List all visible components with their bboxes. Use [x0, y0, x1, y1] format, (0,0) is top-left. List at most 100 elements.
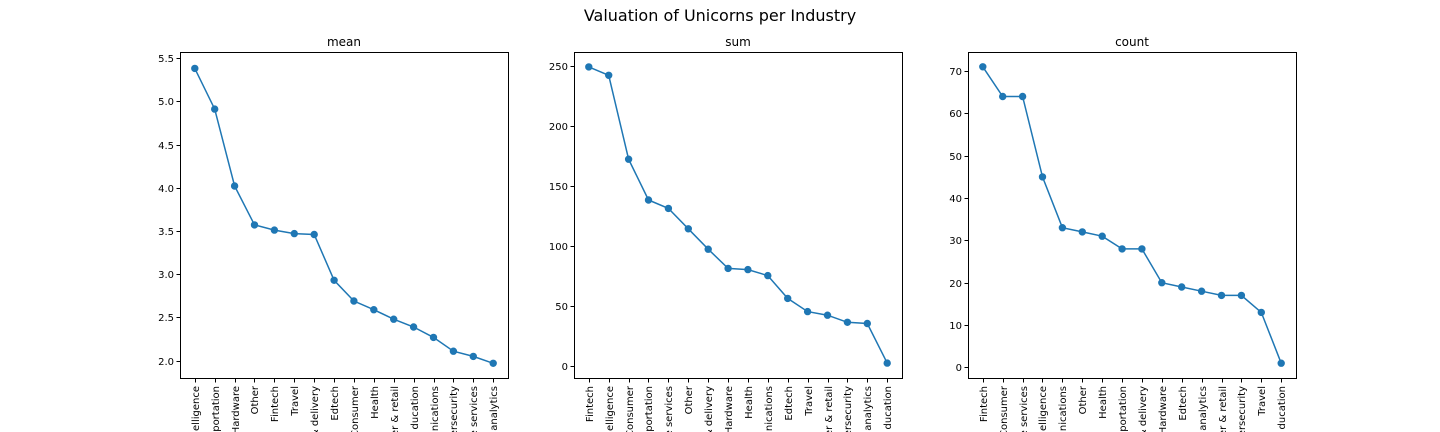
- data-point: [664, 204, 673, 213]
- axes-frame: [574, 52, 903, 379]
- data-point: [1098, 232, 1106, 240]
- data-point: [1178, 283, 1186, 291]
- axes-frame: [968, 52, 1297, 379]
- y-tick-label: 150: [549, 182, 568, 193]
- series-line: [588, 66, 888, 364]
- figure-title: Valuation of Unicorns per Industry: [584, 6, 856, 25]
- data-point: [429, 333, 438, 342]
- data-point: [1058, 224, 1067, 232]
- data-point: [823, 311, 832, 319]
- y-tick-label: 3.0: [158, 270, 174, 281]
- x-tick-label: & delivery: [310, 386, 321, 432]
- y-tick-label: 2.0: [158, 357, 174, 368]
- x-tick-label: elligence: [605, 386, 616, 431]
- y-tick-label: 0: [562, 362, 568, 373]
- data-point: [605, 71, 613, 80]
- data-point: [1078, 228, 1087, 236]
- y-tick-label: 50: [555, 302, 568, 313]
- data-point: [764, 271, 772, 280]
- data-point: [390, 315, 398, 323]
- panel-count: count 0 10 20 30 40 50 60 70 Fintech Consumer e ser…: [949, 35, 1297, 432]
- data-point: [803, 307, 812, 316]
- data-point: [409, 323, 418, 331]
- x-tick-label: e services: [1019, 386, 1030, 432]
- x-tick-label: nications: [430, 386, 441, 431]
- y-tick-label: 30: [949, 236, 962, 247]
- y-tick-label: 250: [549, 62, 568, 73]
- y-tick-label: 4.0: [158, 184, 174, 195]
- data-point: [489, 359, 497, 367]
- data-point: [684, 225, 692, 233]
- x-tick-label: Other: [1078, 385, 1089, 414]
- x-tick-label: ersecurity: [449, 386, 460, 432]
- x-tick-label: Travel: [290, 386, 301, 417]
- y-tick-label: 100: [549, 242, 568, 253]
- x-tick-label: Health: [370, 386, 381, 419]
- x-tick-label: Health: [744, 386, 755, 419]
- x-tick-label: nications: [764, 386, 775, 431]
- panel-title: count: [1115, 35, 1149, 49]
- y-tick-label: 20: [949, 279, 962, 290]
- x-tick-label: analytics: [489, 386, 500, 431]
- data-point: [370, 306, 378, 314]
- x-tick-label: ersecurity: [1237, 386, 1248, 432]
- series-line: [194, 68, 494, 365]
- x-tick-label: Hardware: [231, 386, 242, 432]
- x-tick-label: elligence: [191, 386, 202, 431]
- x-tick-label: & delivery: [1138, 386, 1149, 432]
- x-tick-label: analytics: [1198, 386, 1209, 431]
- data-point: [999, 92, 1007, 101]
- x-tick-label: ducation: [410, 386, 421, 429]
- x-tick-label: portation: [644, 386, 655, 432]
- data-point: [330, 276, 338, 284]
- y-tick-label: 40: [949, 194, 962, 205]
- data-point: [784, 294, 792, 303]
- x-tick-label: Consumer: [999, 385, 1010, 432]
- panel-sum: sum 0 50 100 150 200 250 Fintech elligence Consum…: [549, 35, 903, 432]
- x-tick-label: Travel: [1257, 386, 1268, 417]
- x-tick-label: Consumer: [625, 385, 636, 432]
- x-tick-label: Edtech: [784, 386, 795, 421]
- x-tick-label: Hardware: [1158, 386, 1169, 432]
- x-tick-label: Other: [250, 385, 261, 414]
- x-tick-label: er & retail: [390, 386, 401, 432]
- data-point: [843, 318, 852, 326]
- x-tick-label: ducation: [1277, 386, 1288, 429]
- data-point: [250, 221, 259, 229]
- x-tick-label: portation: [1118, 386, 1129, 432]
- x-tick-label: & delivery: [704, 386, 715, 432]
- data-point: [469, 352, 477, 361]
- data-point: [863, 319, 871, 328]
- x-tick-label: Hardware: [724, 386, 735, 432]
- panel-title: sum: [725, 35, 751, 49]
- y-tick-label: 5.5: [158, 54, 174, 65]
- y-tick-label: 50: [949, 152, 962, 163]
- data-point: [1257, 308, 1266, 317]
- x-tick-label: e services: [664, 386, 675, 432]
- data-point: [744, 265, 752, 274]
- y-tick-label: 4.5: [158, 141, 174, 152]
- y-tick-label: 5.0: [158, 97, 174, 108]
- series-line: [982, 66, 1282, 364]
- data-point: [211, 105, 219, 113]
- x-tick-label: Edtech: [1178, 386, 1189, 421]
- data-point: [1197, 287, 1206, 295]
- data-point: [624, 155, 633, 163]
- data-point: [191, 64, 199, 73]
- y-tick-label: 10: [949, 321, 962, 332]
- y-tick-label: 0: [956, 363, 962, 374]
- x-tick-label: Health: [1098, 386, 1109, 419]
- data-point: [883, 359, 891, 367]
- x-tick-label: Edtech: [330, 386, 341, 421]
- data-point: [350, 297, 358, 305]
- data-point: [290, 229, 298, 238]
- x-tick-label: er & retail: [1218, 386, 1229, 432]
- data-point: [979, 63, 987, 71]
- x-tick-label: er & retail: [824, 386, 835, 432]
- x-tick-label: Consumer: [350, 385, 361, 432]
- x-tick-label: e services: [469, 386, 480, 432]
- data-point: [644, 196, 653, 204]
- data-point: [1217, 291, 1226, 300]
- data-point: [1018, 92, 1027, 101]
- data-point: [270, 226, 279, 234]
